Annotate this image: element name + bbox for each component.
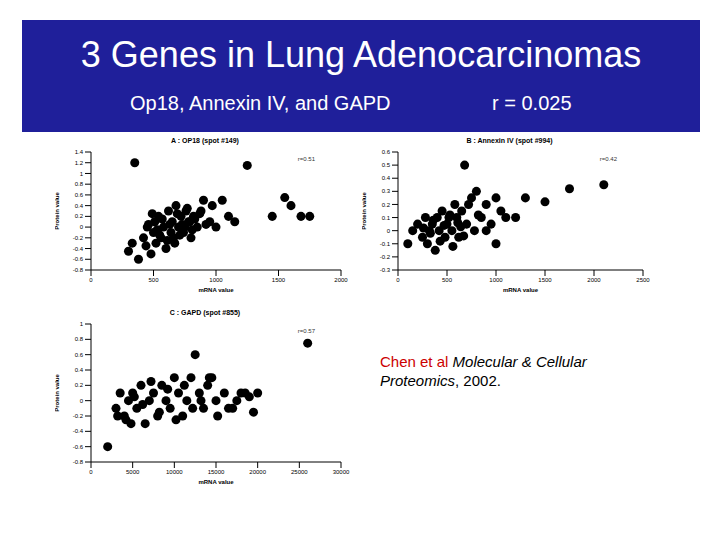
svg-text:1: 1 xyxy=(80,171,84,177)
svg-text:0: 0 xyxy=(80,398,84,404)
svg-text:Protein value: Protein value xyxy=(362,192,367,230)
svg-text:-0.8: -0.8 xyxy=(73,267,84,273)
svg-text:-0.2: -0.2 xyxy=(380,254,391,260)
svg-text:500: 500 xyxy=(148,277,159,283)
html-text:Chen et al Molecular & Cellula: Chen et al Molecular & Cellular Proteomi… xyxy=(380,353,587,389)
svg-text:0.1: 0.1 xyxy=(382,215,391,221)
svg-text:1.2: 1.2 xyxy=(75,160,84,166)
svg-text:-0.1: -0.1 xyxy=(380,241,391,247)
svg-text:-0.2: -0.2 xyxy=(73,235,84,241)
svg-text:5000: 5000 xyxy=(126,469,140,475)
html-text:r = 0.025: r = 0.025 xyxy=(492,92,572,114)
svg-text:0: 0 xyxy=(396,277,400,283)
svg-text:30000: 30000 xyxy=(333,469,350,475)
svg-text:0.2: 0.2 xyxy=(75,382,84,388)
html-text:r=0.51: r=0.51 xyxy=(297,156,315,162)
svg-text:0.2: 0.2 xyxy=(75,213,84,219)
svg-text:2500: 2500 xyxy=(636,277,650,283)
svg-text:0.4: 0.4 xyxy=(75,367,84,373)
svg-text:Protein value: Protein value xyxy=(55,374,60,412)
svg-text:0.2: 0.2 xyxy=(382,202,391,208)
svg-text:15000: 15000 xyxy=(208,469,225,475)
svg-text:-0.8: -0.8 xyxy=(73,459,84,465)
svg-text:-0.2: -0.2 xyxy=(73,413,84,419)
svg-text:1: 1 xyxy=(80,321,84,327)
svg-text:0.6: 0.6 xyxy=(75,352,84,358)
svg-text:-0.6: -0.6 xyxy=(73,444,84,450)
svg-text:-0.6: -0.6 xyxy=(73,256,84,262)
svg-text:mRNA value: mRNA value xyxy=(198,479,234,485)
svg-text:0.3: 0.3 xyxy=(382,188,391,194)
svg-text:0: 0 xyxy=(80,224,84,230)
svg-text:0.8: 0.8 xyxy=(75,181,84,187)
svg-text:-0.3: -0.3 xyxy=(380,267,391,273)
svg-text:0.4: 0.4 xyxy=(75,203,84,209)
svg-text:0.6: 0.6 xyxy=(382,149,391,155)
html-text:r=0.42: r=0.42 xyxy=(599,156,617,162)
html-text:B : Annexin IV (spot #994): B : Annexin IV (spot #994) xyxy=(466,137,553,144)
svg-text:1000: 1000 xyxy=(489,277,503,283)
svg-text:0.6: 0.6 xyxy=(75,192,84,198)
html-text:r=0.57: r=0.57 xyxy=(297,328,315,334)
svg-text:0.4: 0.4 xyxy=(382,175,391,181)
svg-text:1.4: 1.4 xyxy=(75,149,84,155)
svg-text:0: 0 xyxy=(89,277,93,283)
svg-text:0: 0 xyxy=(89,469,93,475)
svg-text:0.5: 0.5 xyxy=(382,162,391,168)
svg-text:-0.4: -0.4 xyxy=(73,428,84,434)
html-text:3 Genes in Lung Adenocarcinoma: 3 Genes in Lung Adenocarcinomas xyxy=(80,34,642,75)
svg-text:1500: 1500 xyxy=(272,277,286,283)
svg-text:0: 0 xyxy=(387,228,391,234)
svg-text:2000: 2000 xyxy=(587,277,601,283)
svg-text:-0.4: -0.4 xyxy=(73,246,84,252)
svg-text:1000: 1000 xyxy=(209,277,223,283)
svg-text:25000: 25000 xyxy=(291,469,308,475)
html-text:A : OP18 (spot #149): A : OP18 (spot #149) xyxy=(171,137,239,144)
svg-text:Protein value: Protein value xyxy=(55,192,60,230)
svg-text:20000: 20000 xyxy=(249,469,266,475)
html-text:C : GAPD (spot #855): C : GAPD (spot #855) xyxy=(169,309,241,316)
svg-text:mRNA value: mRNA value xyxy=(503,287,539,293)
html-text:Op18, Annexin IV, and GAPD: Op18, Annexin IV, and GAPD xyxy=(130,92,391,114)
svg-text:1500: 1500 xyxy=(538,277,552,283)
svg-text:0.8: 0.8 xyxy=(75,336,84,342)
svg-text:2000: 2000 xyxy=(334,277,348,283)
svg-text:mRNA value: mRNA value xyxy=(198,287,234,293)
svg-text:500: 500 xyxy=(442,277,453,283)
svg-text:10000: 10000 xyxy=(166,469,183,475)
